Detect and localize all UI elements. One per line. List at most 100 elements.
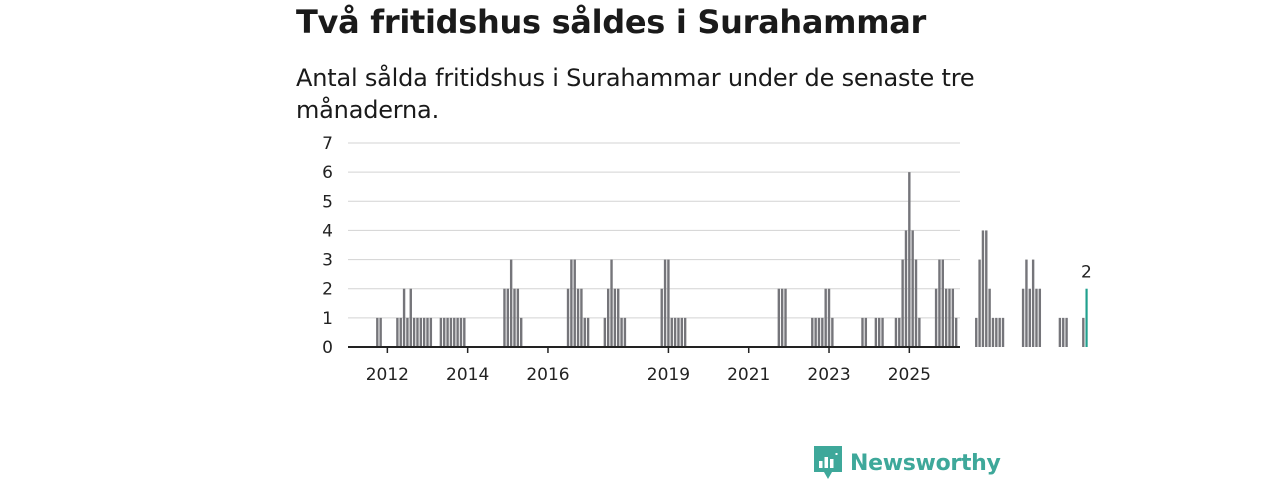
bar bbox=[399, 317, 402, 347]
bar bbox=[570, 259, 573, 347]
bar bbox=[509, 259, 513, 347]
bar bbox=[449, 317, 453, 347]
bar bbox=[1082, 317, 1085, 347]
bar bbox=[677, 317, 680, 347]
bar bbox=[914, 259, 918, 347]
bar bbox=[667, 259, 670, 347]
bar bbox=[620, 317, 623, 347]
bar bbox=[606, 288, 610, 347]
bar bbox=[519, 317, 523, 347]
bar bbox=[402, 288, 406, 347]
bar-highlight bbox=[1085, 288, 1088, 347]
newsworthy-logo: Newsworthy bbox=[814, 446, 1001, 480]
bar bbox=[881, 317, 884, 347]
bar bbox=[603, 317, 607, 347]
x-tick-label: 2023 bbox=[807, 365, 850, 385]
bar bbox=[623, 317, 627, 347]
y-tick-label: 7 bbox=[322, 134, 333, 154]
bar bbox=[811, 317, 814, 347]
x-tick-label: 2014 bbox=[446, 365, 489, 385]
bar bbox=[951, 288, 955, 347]
bar bbox=[406, 317, 409, 347]
bar bbox=[463, 317, 466, 347]
bar bbox=[516, 288, 520, 347]
bar bbox=[975, 317, 978, 347]
bar bbox=[981, 230, 985, 347]
bar bbox=[995, 317, 998, 347]
bar bbox=[978, 259, 981, 347]
bar bbox=[941, 259, 944, 347]
bar bbox=[610, 259, 613, 347]
bar bbox=[874, 317, 878, 347]
bar bbox=[617, 288, 620, 347]
bar bbox=[503, 288, 506, 347]
bar bbox=[1021, 288, 1025, 347]
chart-subtitle: Antal sålda fritidshus i Surahammar unde… bbox=[296, 64, 975, 124]
y-tick-label: 6 bbox=[322, 163, 333, 183]
bar bbox=[409, 288, 412, 347]
bar bbox=[379, 317, 382, 347]
bar bbox=[580, 288, 583, 347]
bar bbox=[1065, 317, 1068, 347]
chart-title: Två fritidshus såldes i Surahammar bbox=[296, 3, 927, 41]
newsworthy-logo-text: Newsworthy bbox=[850, 450, 1001, 476]
bar bbox=[831, 317, 834, 347]
bar bbox=[429, 317, 433, 347]
x-tick-label: 2016 bbox=[526, 365, 569, 385]
bar bbox=[991, 317, 995, 347]
bar bbox=[396, 317, 399, 347]
bar bbox=[416, 317, 419, 347]
bar bbox=[918, 317, 921, 347]
bar bbox=[864, 317, 868, 347]
bar bbox=[422, 317, 426, 347]
newsworthy-logo-icon bbox=[814, 446, 842, 479]
bar bbox=[904, 230, 908, 347]
y-tick-label: 0 bbox=[322, 338, 333, 358]
bar bbox=[894, 317, 898, 347]
highlight-data-label: 2 bbox=[1081, 263, 1092, 283]
bar bbox=[583, 317, 586, 347]
bar bbox=[821, 317, 824, 347]
bar bbox=[954, 317, 958, 347]
x-tick-label: 2021 bbox=[727, 365, 770, 385]
bar bbox=[1028, 288, 1031, 347]
bar bbox=[673, 317, 677, 347]
bar-chart: 0 1 2 3 4 5 6 7 2012 2014 2016 2019 2021 2023 2025 2 bbox=[322, 134, 1092, 385]
bar bbox=[446, 317, 449, 347]
bar bbox=[1031, 259, 1035, 347]
bar bbox=[683, 317, 687, 347]
bar bbox=[938, 259, 941, 347]
bar bbox=[988, 288, 991, 347]
bar bbox=[814, 317, 817, 347]
bar bbox=[944, 288, 948, 347]
bar bbox=[985, 230, 988, 347]
y-tick-label: 3 bbox=[322, 251, 333, 271]
bar bbox=[439, 317, 443, 347]
bar bbox=[513, 288, 516, 347]
bar bbox=[1035, 288, 1038, 347]
bar bbox=[426, 317, 429, 347]
bar bbox=[824, 288, 827, 347]
bar bbox=[443, 317, 446, 347]
bar bbox=[456, 317, 459, 347]
bar bbox=[459, 317, 463, 347]
bar bbox=[901, 259, 904, 347]
bar bbox=[817, 317, 821, 347]
bar bbox=[780, 288, 784, 347]
x-tick-label: 2025 bbox=[888, 365, 931, 385]
y-tick-label: 5 bbox=[322, 192, 333, 212]
bar bbox=[670, 317, 673, 347]
bar bbox=[827, 288, 831, 347]
x-tick-label: 2012 bbox=[366, 365, 409, 385]
y-tick-label: 4 bbox=[322, 221, 333, 241]
bar bbox=[506, 288, 510, 347]
bar bbox=[586, 317, 590, 347]
bar bbox=[419, 317, 423, 347]
bar bbox=[1025, 259, 1028, 347]
bar bbox=[908, 172, 911, 347]
bar bbox=[998, 317, 1001, 347]
bar bbox=[784, 288, 787, 347]
bar bbox=[663, 259, 667, 347]
bar bbox=[1058, 317, 1062, 347]
bar bbox=[613, 288, 617, 347]
